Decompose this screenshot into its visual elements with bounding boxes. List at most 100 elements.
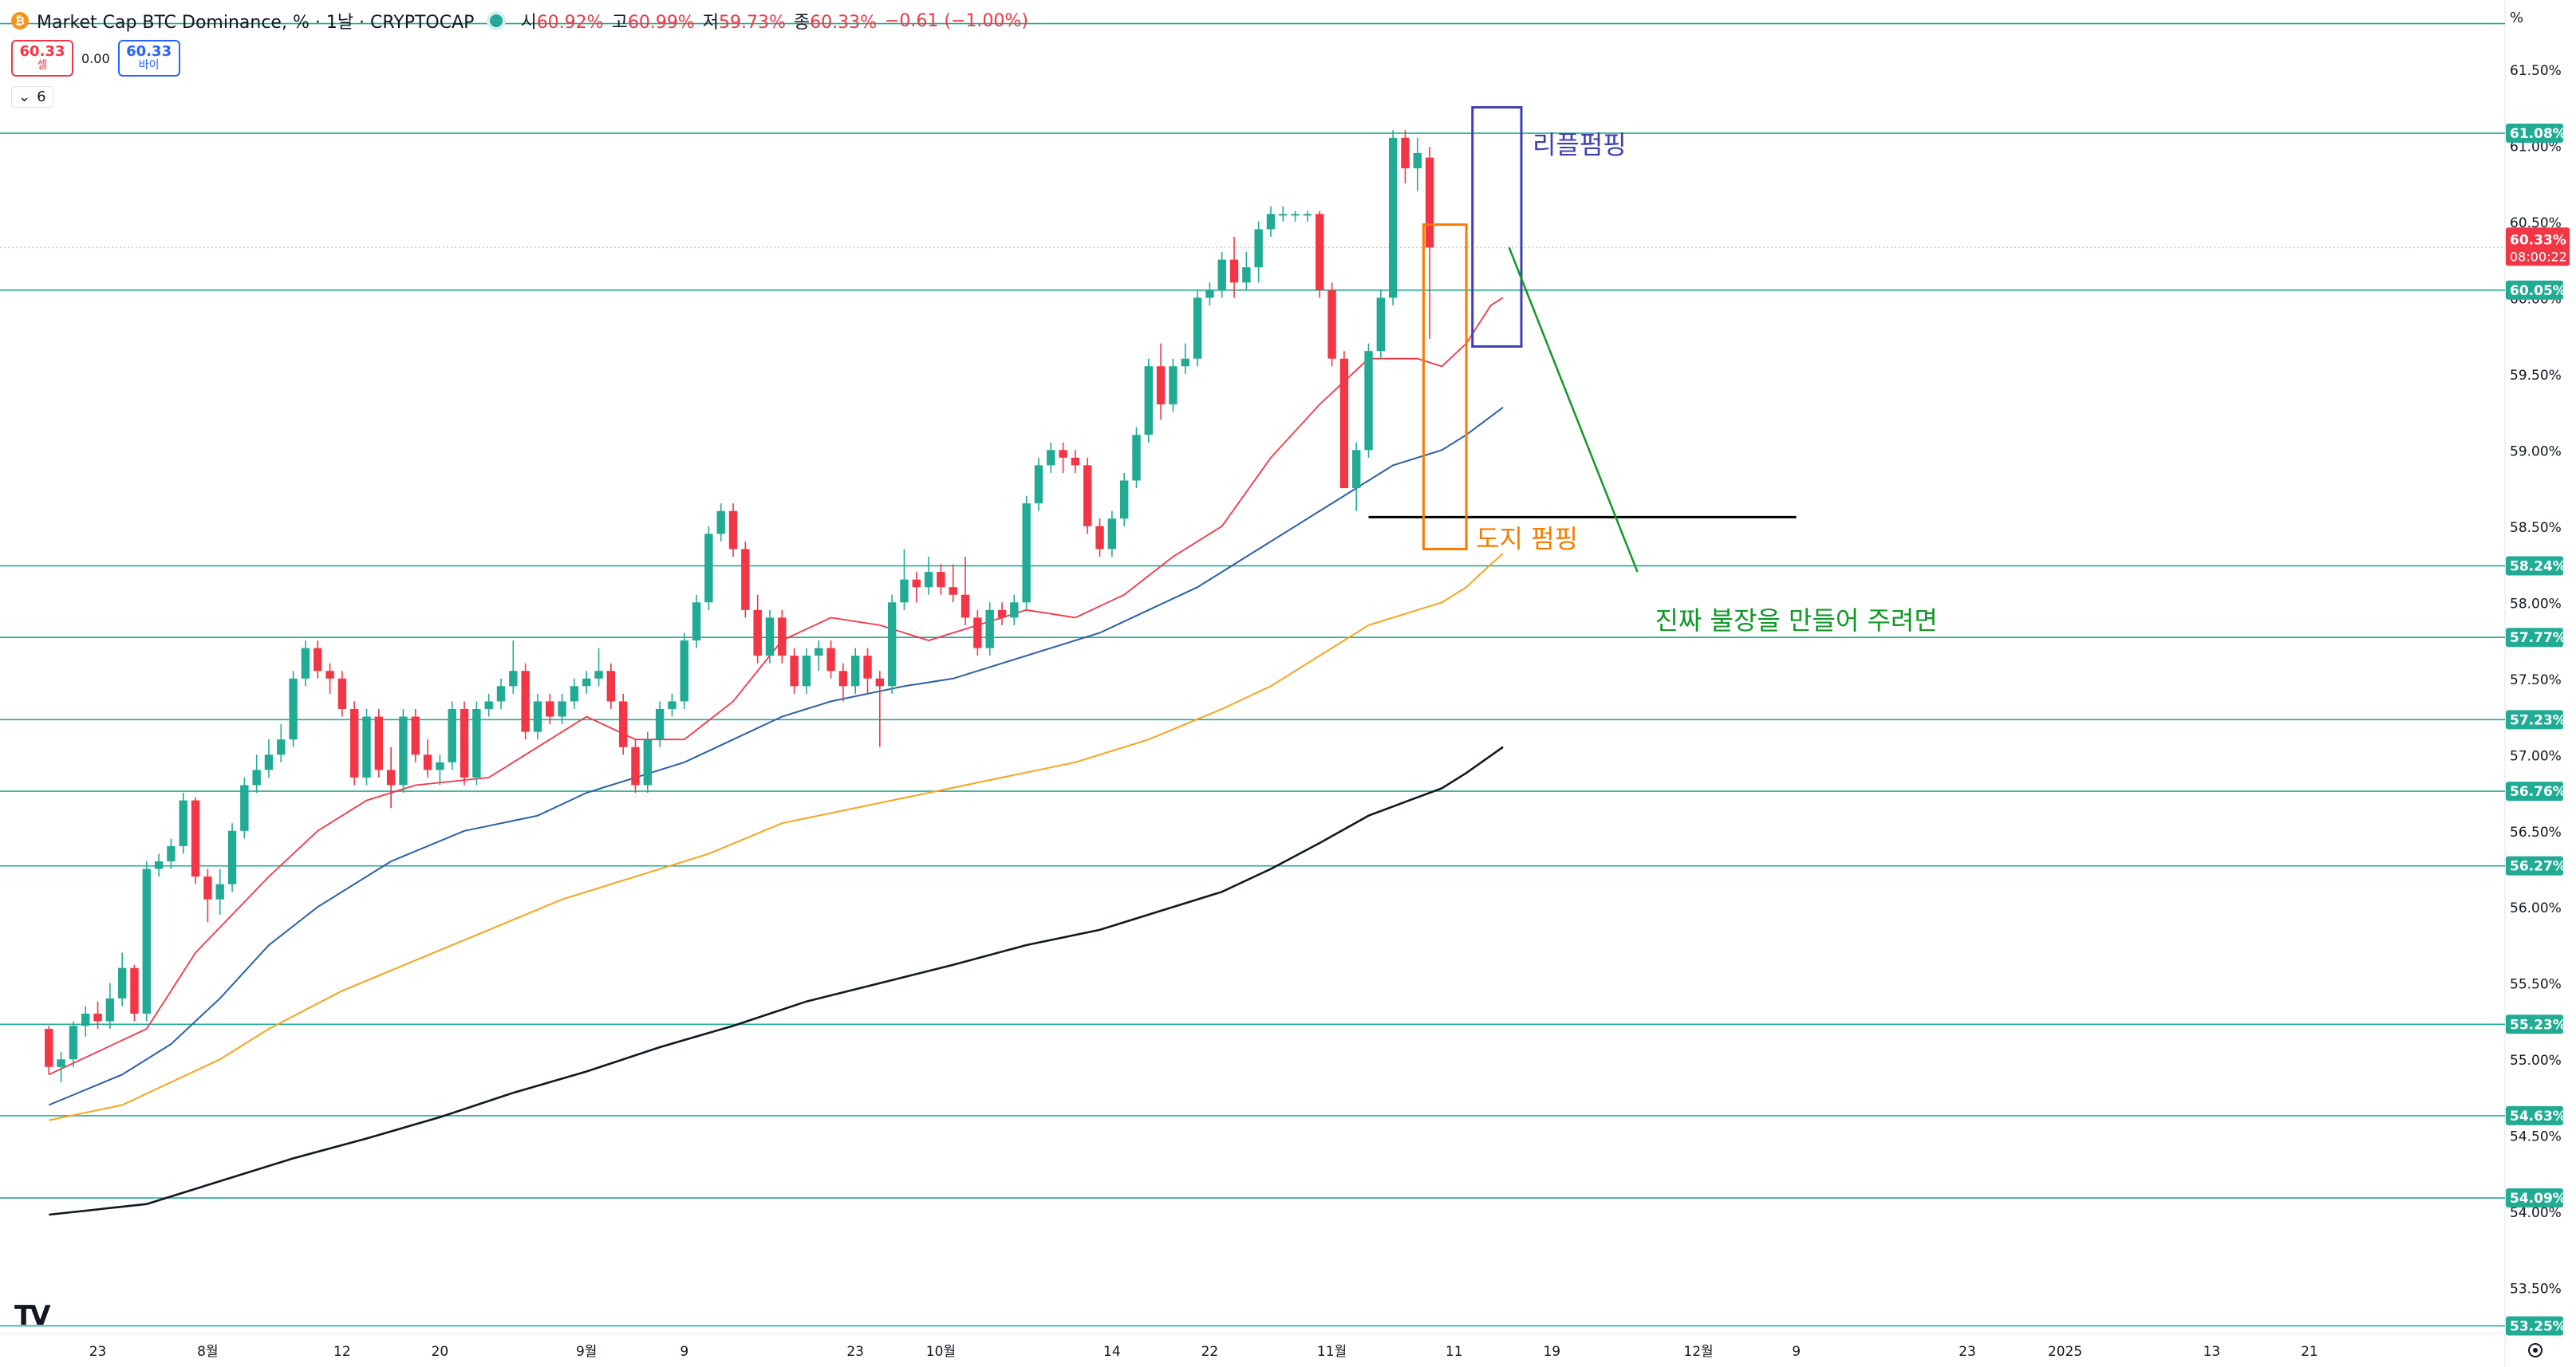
candle-body[interactable] xyxy=(1242,267,1251,283)
symbol-title[interactable]: Market Cap BTC Dominance, % · 1날 · CRYPT… xyxy=(37,13,475,33)
candle-body[interactable] xyxy=(1119,480,1129,519)
candle-body[interactable] xyxy=(1132,435,1141,481)
candle-body[interactable] xyxy=(582,678,591,687)
candle-body[interactable] xyxy=(411,716,420,755)
candle-body[interactable] xyxy=(448,708,456,762)
candle-body[interactable] xyxy=(1229,259,1239,283)
candle-body[interactable] xyxy=(1339,358,1349,489)
candle-body[interactable] xyxy=(142,869,152,1014)
candle-body[interactable] xyxy=(1401,137,1410,168)
candle-body[interactable] xyxy=(728,510,738,550)
candle-body[interactable] xyxy=(386,770,396,786)
candle-body[interactable] xyxy=(887,602,897,687)
candle-body[interactable] xyxy=(240,785,249,831)
candle-body[interactable] xyxy=(1413,152,1422,168)
candle-body[interactable] xyxy=(790,656,799,687)
candle-body[interactable] xyxy=(93,1013,102,1022)
candle-body[interactable] xyxy=(594,671,603,679)
candle-body[interactable] xyxy=(753,609,762,656)
candle-body[interactable] xyxy=(472,708,481,778)
candle-body[interactable] xyxy=(838,671,848,687)
candle-body[interactable] xyxy=(399,716,408,786)
candle-body[interactable] xyxy=(716,510,725,534)
indicators-toggle[interactable]: ⌄ 6 xyxy=(11,86,53,108)
candle-body[interactable] xyxy=(961,594,970,618)
candle-body[interactable] xyxy=(692,602,701,641)
candle-body[interactable] xyxy=(1047,450,1055,466)
candle-body[interactable] xyxy=(875,678,885,687)
sell-button[interactable]: 60.33 셀 xyxy=(11,40,73,77)
candle-body[interactable] xyxy=(1291,214,1300,216)
candle-body[interactable] xyxy=(1034,465,1043,504)
candle-body[interactable] xyxy=(1364,351,1373,451)
candle-body[interactable] xyxy=(1022,503,1031,603)
candle-body[interactable] xyxy=(69,1026,78,1060)
candle-body[interactable] xyxy=(1059,450,1067,458)
tradingview-logo[interactable]: TV xyxy=(14,1300,50,1332)
candle-body[interactable] xyxy=(850,656,860,687)
candle-body[interactable] xyxy=(1205,290,1214,298)
candle-body[interactable] xyxy=(606,671,616,702)
candle-body[interactable] xyxy=(362,716,371,778)
candle-body[interactable] xyxy=(167,845,176,861)
candle-body[interactable] xyxy=(314,648,322,672)
candle-body[interactable] xyxy=(496,686,506,702)
candle-body[interactable] xyxy=(423,754,432,770)
candle-body[interactable] xyxy=(1181,358,1189,367)
candle-body[interactable] xyxy=(277,739,286,755)
candle-body[interactable] xyxy=(117,967,127,999)
candle-body[interactable] xyxy=(349,708,359,778)
candle-body[interactable] xyxy=(912,579,921,588)
candle-body[interactable] xyxy=(680,640,688,702)
candle-body[interactable] xyxy=(949,587,957,595)
settings-gear-icon[interactable] xyxy=(2528,1343,2542,1357)
candle-body[interactable] xyxy=(1156,366,1166,405)
candle-body[interactable] xyxy=(1107,518,1117,550)
candle-body[interactable] xyxy=(301,648,310,679)
candle-body[interactable] xyxy=(863,656,872,679)
candle-body[interactable] xyxy=(1351,450,1361,489)
candle-body[interactable] xyxy=(1316,214,1324,290)
candle-body[interactable] xyxy=(484,701,493,709)
candle-body[interactable] xyxy=(643,739,653,786)
candle-body[interactable] xyxy=(1169,366,1178,405)
candle-body[interactable] xyxy=(179,800,187,846)
candle-body[interactable] xyxy=(546,701,554,717)
candle-body[interactable] xyxy=(130,967,139,1014)
candle-body[interactable] xyxy=(509,671,518,687)
candle-body[interactable] xyxy=(533,701,542,732)
candle-body[interactable] xyxy=(668,701,677,709)
candle-body[interactable] xyxy=(57,1059,65,1067)
trend-arrow-line[interactable] xyxy=(1508,246,1639,573)
candle-body[interactable] xyxy=(1388,137,1398,298)
candle-body[interactable] xyxy=(655,708,665,740)
ripple-pump-box[interactable] xyxy=(1471,106,1523,348)
candle-body[interactable] xyxy=(521,671,530,732)
candle-body[interactable] xyxy=(924,572,933,588)
candle-body[interactable] xyxy=(937,572,945,588)
candle-body[interactable] xyxy=(1010,602,1019,618)
candle-body[interactable] xyxy=(1425,157,1434,248)
candle-body[interactable] xyxy=(191,800,200,877)
candle-body[interactable] xyxy=(436,762,444,770)
candle-body[interactable] xyxy=(289,678,298,740)
candle-body[interactable] xyxy=(1217,259,1226,290)
candle-body[interactable] xyxy=(765,617,775,656)
candle-body[interactable] xyxy=(802,656,811,687)
candle-body[interactable] xyxy=(154,861,164,869)
candle-body[interactable] xyxy=(631,747,640,786)
candle-body[interactable] xyxy=(81,1013,90,1026)
candle-body[interactable] xyxy=(815,648,823,656)
buy-button[interactable]: 60.33 바이 xyxy=(117,40,180,77)
candle-body[interactable] xyxy=(215,884,224,900)
candle-body[interactable] xyxy=(252,770,261,786)
candle-body[interactable] xyxy=(973,617,982,648)
candle-body[interactable] xyxy=(704,534,713,603)
candle-body[interactable] xyxy=(570,686,579,702)
candle-body[interactable] xyxy=(1266,214,1276,230)
candle-body[interactable] xyxy=(778,617,787,656)
candle-body[interactable] xyxy=(325,671,334,679)
candle-body[interactable] xyxy=(1193,297,1202,359)
candle-body[interactable] xyxy=(1083,465,1092,526)
